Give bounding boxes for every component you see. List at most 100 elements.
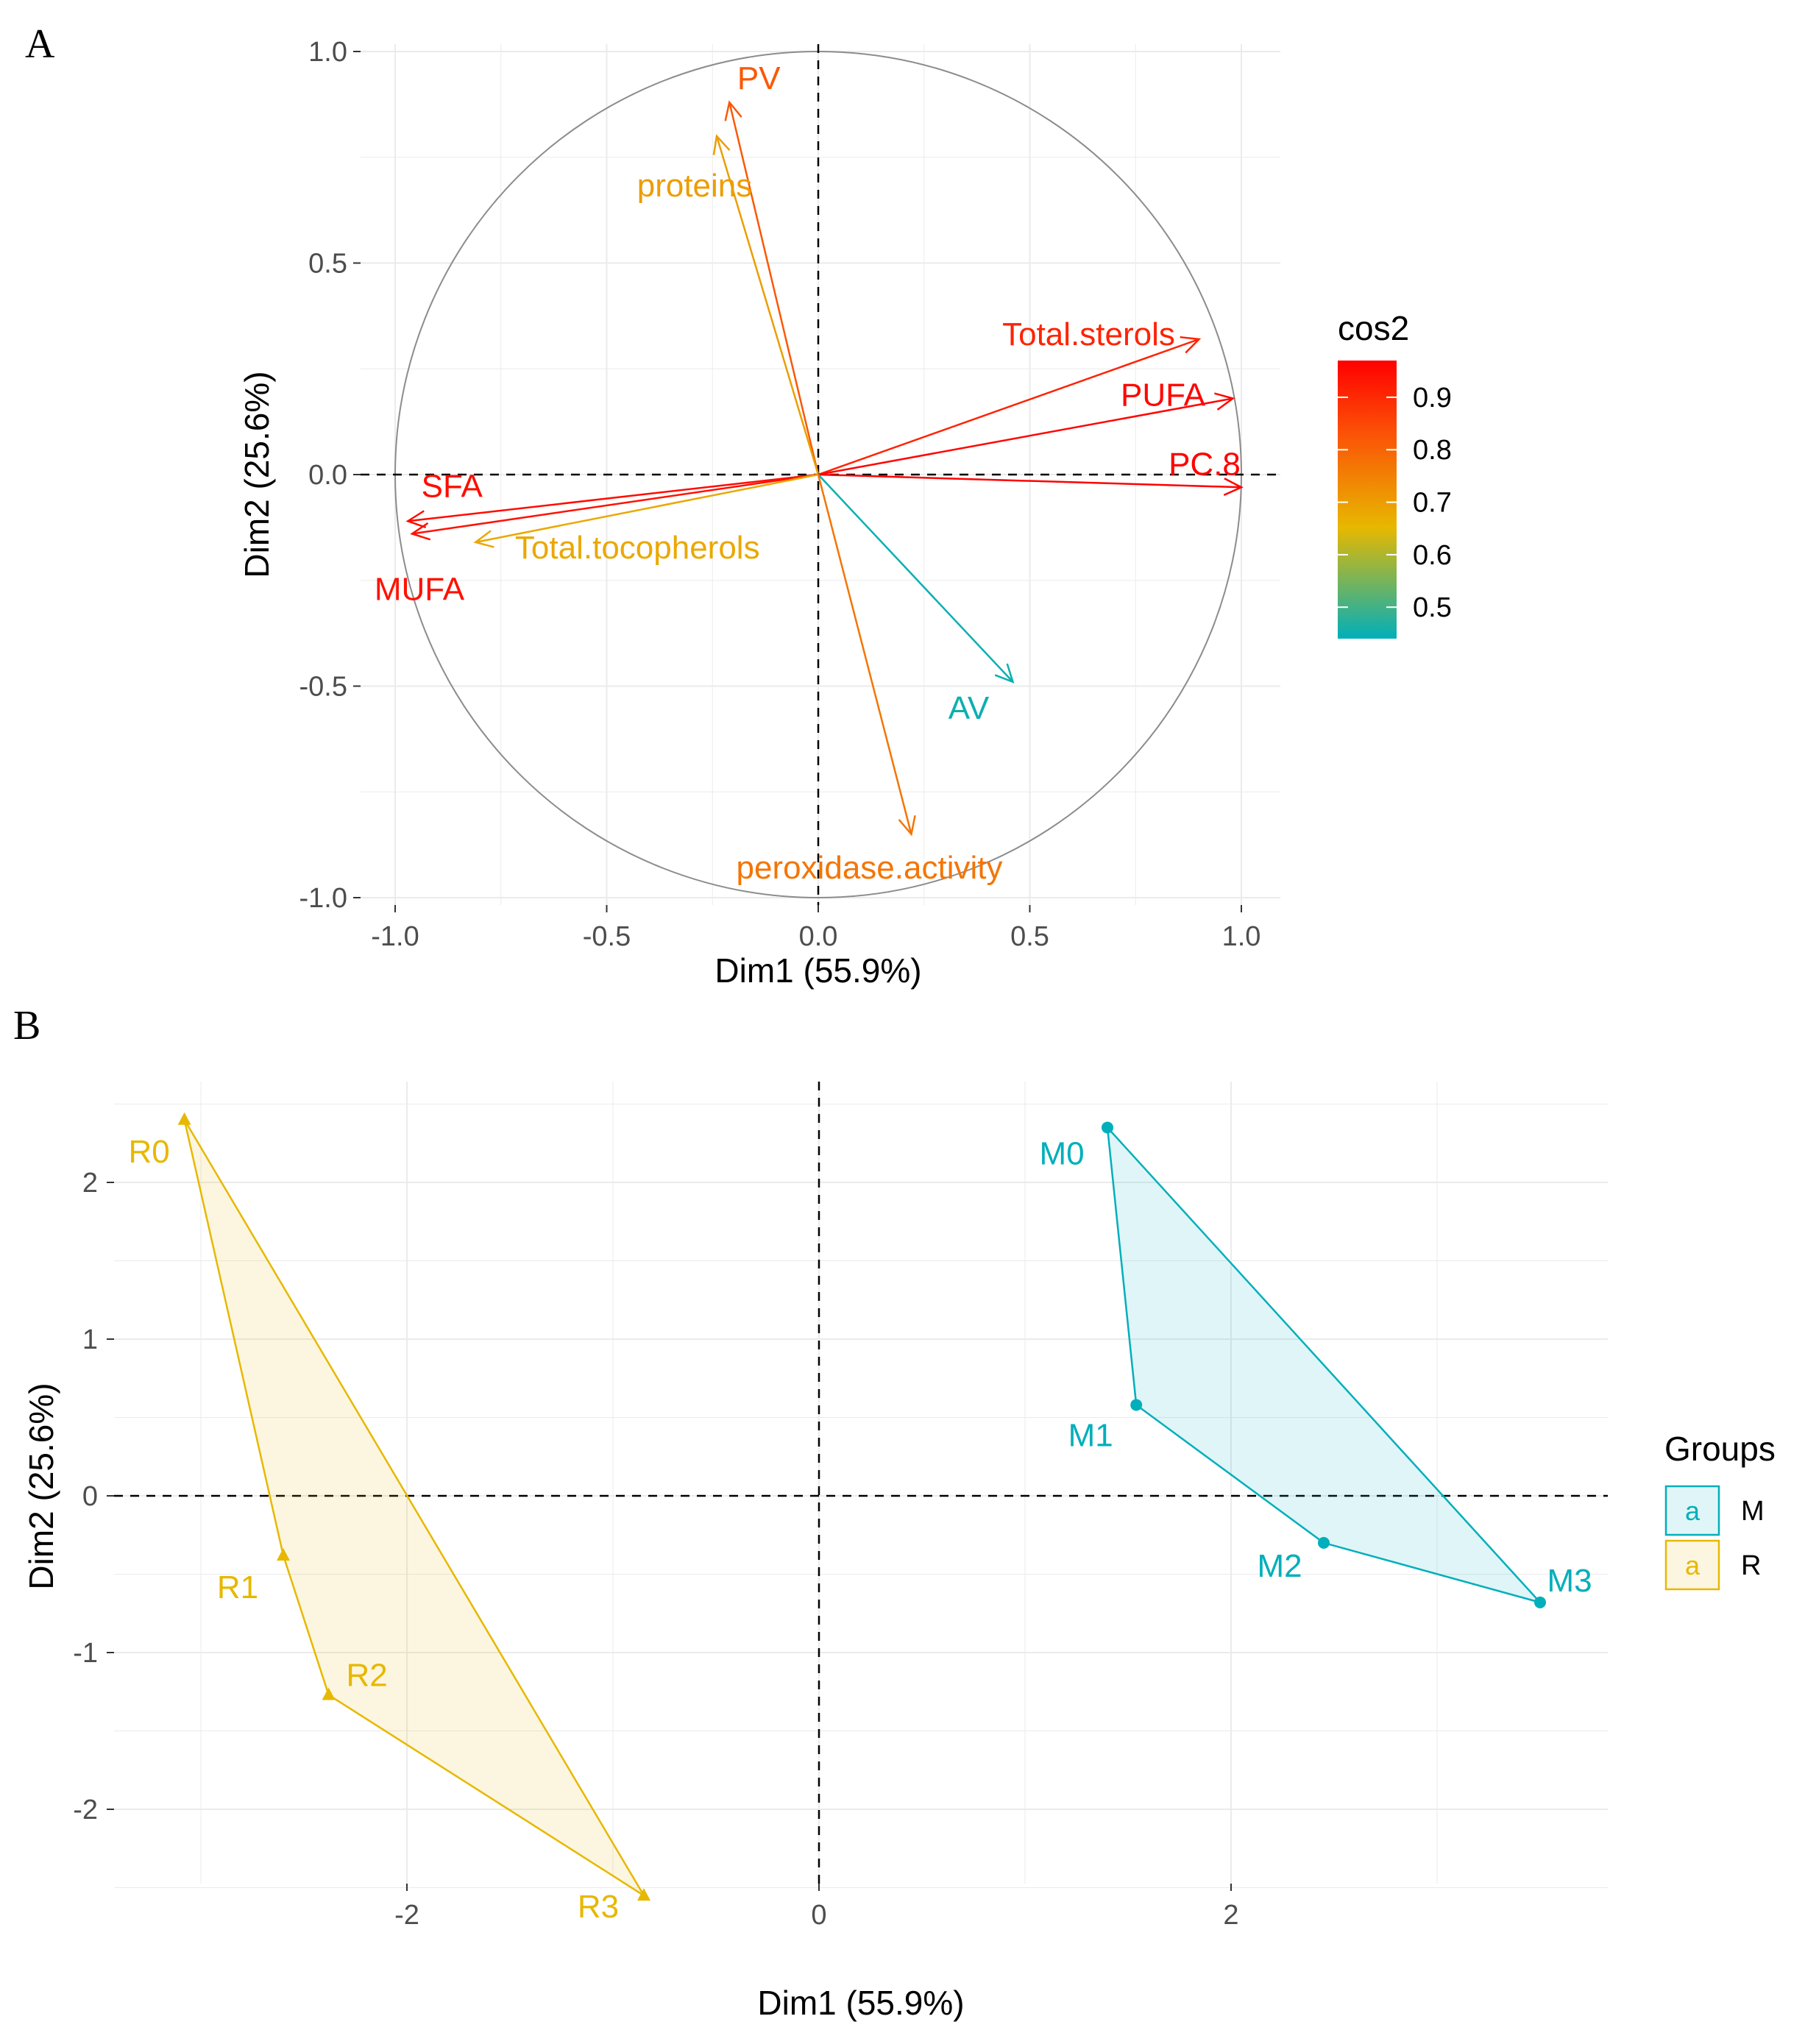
x-tick-label: 0	[811, 1900, 826, 1931]
point-m3	[1534, 1596, 1546, 1608]
legend-title: Groups	[1664, 1430, 1776, 1468]
y-tick-label: 1	[82, 1324, 98, 1355]
vector-label: AV	[948, 690, 990, 726]
point-m2	[1318, 1536, 1330, 1549]
vector-arrowhead	[994, 663, 1015, 684]
legend-label: M	[1741, 1496, 1765, 1527]
point-m0	[1102, 1121, 1113, 1134]
y-tick-label: -0.5	[299, 672, 347, 703]
point-label: M0	[1039, 1135, 1084, 1171]
x-tick-label: 0.0	[799, 921, 838, 952]
vector-line	[817, 474, 912, 835]
vector-peroxidase-activity: peroxidase.activity	[737, 474, 1003, 886]
legend-key-glyph: a	[1685, 1496, 1701, 1526]
y-tick-label: 0.0	[308, 460, 347, 491]
point-r1	[277, 1547, 290, 1561]
vector-proteins: proteins	[637, 134, 820, 475]
group-hull	[1106, 1124, 1543, 1605]
colorbar-tick-label: 0.5	[1413, 592, 1452, 623]
variable-vectors: PV proteins Total.sterols PUFA PC.8 SFA MUFA To…	[375, 60, 1244, 886]
y-tick-label: 0	[82, 1481, 98, 1512]
vector-label: PC.8	[1169, 446, 1241, 482]
vector-arrowhead	[473, 530, 494, 548]
vector-label: SFA	[422, 468, 483, 504]
vector-label: Total.tocopherols	[515, 530, 760, 566]
cos2-legend: cos2 0.5 0.6 0.7 0.8 0.9	[1338, 309, 1452, 639]
vector-arrowhead	[898, 815, 916, 837]
point-label: M3	[1547, 1563, 1592, 1599]
x-axis-title: Dim1 (55.9%)	[757, 1984, 964, 2022]
vector-line	[818, 338, 1199, 476]
colorbar-tick-label: 0.6	[1413, 540, 1452, 571]
vector-line	[818, 474, 1014, 683]
vector-mufa: MUFA	[375, 473, 819, 608]
y-tick-label: -1.0	[299, 883, 347, 914]
y-axis-title: Dim2 (25.6%)	[238, 371, 276, 578]
vector-label: PV	[737, 60, 781, 96]
x-tick-label: -2	[394, 1900, 419, 1931]
vector-arrowhead	[712, 134, 731, 155]
vector-pufa: PUFA	[818, 377, 1235, 476]
y-tick-label: 2	[82, 1168, 98, 1199]
colorbar-tick-label: 0.8	[1413, 435, 1452, 466]
vector-arrowhead	[1214, 392, 1235, 411]
point-label: M2	[1257, 1548, 1302, 1584]
vector-pc-8: PC.8	[818, 446, 1244, 496]
vector-line	[818, 473, 1242, 489]
x-tick-label: -1.0	[371, 921, 419, 952]
y-axis-title: Dim2 (25.6%)	[22, 1383, 60, 1589]
point-r3	[637, 1888, 650, 1901]
vector-total-sterols: Total.sterols	[818, 316, 1202, 476]
colorbar-tick-label: 0.9	[1413, 383, 1452, 414]
point-label: R3	[578, 1889, 619, 1925]
group-m: M0 M1 M2 M3	[1039, 1121, 1592, 1608]
legend-title: cos2	[1338, 309, 1409, 347]
point-r0	[177, 1112, 191, 1125]
legend-key	[1664, 1485, 1720, 1536]
vector-label: peroxidase.activity	[737, 850, 1003, 886]
vector-arrowhead	[1180, 336, 1202, 354]
legend-label: R	[1741, 1550, 1761, 1581]
y-tick-label: 0.5	[308, 249, 347, 280]
colorbar-tick-label: 0.7	[1413, 488, 1452, 519]
vector-line	[408, 473, 819, 522]
y-tick-label: 1.0	[308, 37, 347, 68]
vector-label: MUFA	[375, 572, 465, 608]
panel-label-b: B	[13, 1003, 40, 1048]
panel-label-a: A	[25, 21, 55, 67]
point-m1	[1130, 1399, 1143, 1411]
point-r2	[322, 1687, 336, 1700]
cos2-colorbar	[1338, 361, 1397, 639]
group-hull	[183, 1119, 645, 1897]
vector-pv: PV	[724, 60, 820, 475]
point-label: R1	[217, 1569, 258, 1605]
vector-arrowhead	[724, 100, 742, 121]
vector-line	[818, 397, 1233, 476]
vector-arrowhead	[1223, 478, 1244, 496]
x-axis-title: Dim1 (55.9%)	[714, 951, 921, 990]
vector-label: proteins	[637, 168, 753, 204]
legend-key	[1664, 1539, 1720, 1591]
panel-a-variables-plot: -1.0 -0.5 0.0 0.5 1.0 -1.0 -0.5 0.0 0.5 1.0 Dim1 (…	[238, 37, 1452, 990]
vector-av: AV	[818, 474, 1015, 726]
y-tick-label: -2	[73, 1795, 98, 1825]
point-label: R2	[346, 1658, 387, 1694]
vector-total-tocopherols: Total.tocopherols	[473, 473, 819, 566]
vector-line	[728, 102, 820, 475]
x-tick-label: 2	[1223, 1900, 1238, 1931]
group-r: R0 R1 R2 R3	[128, 1112, 650, 1925]
vector-arrowhead	[410, 522, 431, 541]
vector-sfa: SFA	[405, 468, 819, 529]
x-tick-label: -0.5	[583, 921, 631, 952]
point-label: M1	[1068, 1417, 1113, 1453]
point-label: R0	[128, 1134, 169, 1170]
legend-key-glyph: a	[1685, 1550, 1701, 1580]
vector-line	[411, 473, 819, 535]
x-tick-label: 0.5	[1010, 921, 1049, 952]
vector-label: PUFA	[1121, 377, 1206, 414]
